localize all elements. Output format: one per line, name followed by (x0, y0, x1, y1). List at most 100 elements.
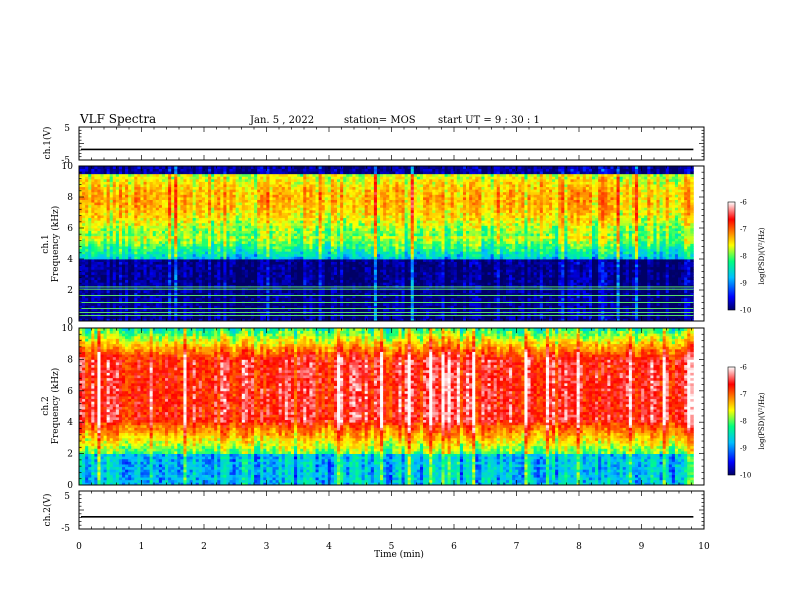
spectrogram-cell (208, 259, 211, 262)
spectrogram-cell (131, 194, 134, 197)
spectrogram-cell (156, 207, 159, 210)
spectrogram-cell (110, 285, 113, 288)
spectrogram-cell (162, 189, 165, 192)
spectrogram-cell (131, 189, 134, 192)
spectrogram-cell (214, 200, 217, 203)
spectrogram-cell (220, 231, 223, 234)
spectrogram-cell (300, 202, 303, 205)
spectrogram-cell (153, 254, 156, 257)
spectrogram-cell (322, 298, 325, 301)
spectrogram-cell (254, 262, 257, 265)
spectrogram-cell (309, 269, 312, 272)
spectrogram-cell (300, 176, 303, 179)
spectrogram-cell (162, 182, 165, 185)
spectrogram-cell (316, 225, 319, 228)
spectrogram-cell (269, 192, 272, 195)
spectrogram-cell (239, 259, 242, 262)
spectrogram-cell (94, 189, 97, 192)
spectrogram-cell (242, 200, 245, 203)
spectrogram-cell (288, 316, 291, 319)
spectrogram-cell (122, 249, 125, 252)
spectrogram-cell (322, 200, 325, 203)
spectrogram-cell (322, 300, 325, 303)
spectrogram-cell (183, 202, 186, 205)
spectrogram-cell (199, 285, 202, 288)
spectrogram-cell (312, 241, 315, 244)
spectrogram-cell (153, 285, 156, 288)
spectrogram-cell (113, 184, 116, 187)
spectrogram-cell (122, 269, 125, 272)
spectrogram-cell (193, 300, 196, 303)
spectrogram-cell (122, 171, 125, 174)
spectrogram-cell (273, 236, 276, 239)
spectrogram-cell (312, 259, 315, 262)
spectrogram-cell (131, 184, 134, 187)
spectrogram-cell (205, 272, 208, 275)
spectrogram-cell (291, 187, 294, 190)
spectrogram-cell (230, 251, 233, 254)
start-ut-label: start UT = 9 : 30 : 1 (438, 115, 540, 126)
spectrogram-cell (187, 244, 190, 247)
spectrogram-cell (226, 231, 229, 234)
spectrogram-cell (110, 249, 113, 252)
spectrogram-cell (156, 218, 159, 221)
spectrogram-cell (94, 256, 97, 259)
spectrogram-cell (125, 303, 128, 306)
date-label: Jan. 5 , 2022 (249, 115, 314, 126)
spectrogram-cell (288, 210, 291, 213)
spectrogram-cell (110, 254, 113, 257)
spectrogram-cell (276, 306, 279, 309)
spectrogram-cell (159, 182, 162, 185)
spectrogram-cell (168, 187, 171, 190)
spectrogram-cell (239, 197, 242, 200)
spectrogram-cell (251, 298, 254, 301)
spectrogram-cell (322, 277, 325, 280)
spectrogram-cell (159, 254, 162, 257)
spectrogram-cell (291, 269, 294, 272)
spectrogram-cell (279, 202, 282, 205)
spectrogram-cell (116, 316, 119, 319)
spectrogram-cell (319, 264, 322, 267)
spectrogram-cell (113, 213, 116, 216)
spectrogram-cell (276, 262, 279, 265)
spectrogram-cell (251, 251, 254, 254)
spectrogram-cell (242, 174, 245, 177)
spectrogram-cell (316, 220, 319, 223)
spectrogram-cell (144, 176, 147, 179)
spectrogram-cell (236, 277, 239, 280)
spectrogram-cell (233, 233, 236, 236)
spectrogram-cell (174, 269, 177, 272)
spectrogram-cell (266, 200, 269, 203)
spectrogram-cell (276, 241, 279, 244)
spectrogram-cell (233, 256, 236, 259)
spectrogram-cell (125, 267, 128, 270)
spectrogram-cell (79, 182, 82, 185)
spectrogram-cell (208, 228, 211, 231)
spectrogram-cell (85, 228, 88, 231)
spectrogram-cell (91, 200, 94, 203)
spectrogram-cell (107, 259, 110, 262)
ch1-spectrogram-panel: 0246810 ch.1 Frequency (kHz) (41, 162, 704, 327)
spectrogram-cell (285, 200, 288, 203)
spectrogram-cell (168, 231, 171, 234)
spectrogram-cell (257, 207, 260, 210)
spectrogram-cell (162, 264, 165, 267)
spectrogram-cell (248, 251, 251, 254)
spectrogram-cell (187, 272, 190, 275)
spectrogram-cell (97, 231, 100, 234)
spectrogram-cell (97, 200, 100, 203)
spectrogram-cell (187, 290, 190, 293)
spectrogram-cell (303, 254, 306, 257)
spectrogram-cell (202, 171, 205, 174)
spectrogram-cell (107, 169, 110, 172)
spectrogram-cell (300, 280, 303, 283)
spectrogram-cell (199, 194, 202, 197)
spectrogram-cell (97, 171, 100, 174)
spectrogram-cell (312, 316, 315, 319)
spectrogram-cell (211, 179, 214, 182)
spectrogram-cell (153, 169, 156, 172)
spectrogram-cell (128, 244, 131, 247)
spectrogram-cell (325, 244, 328, 247)
spectrogram-cell (199, 316, 202, 319)
spectrogram-cell (159, 256, 162, 259)
